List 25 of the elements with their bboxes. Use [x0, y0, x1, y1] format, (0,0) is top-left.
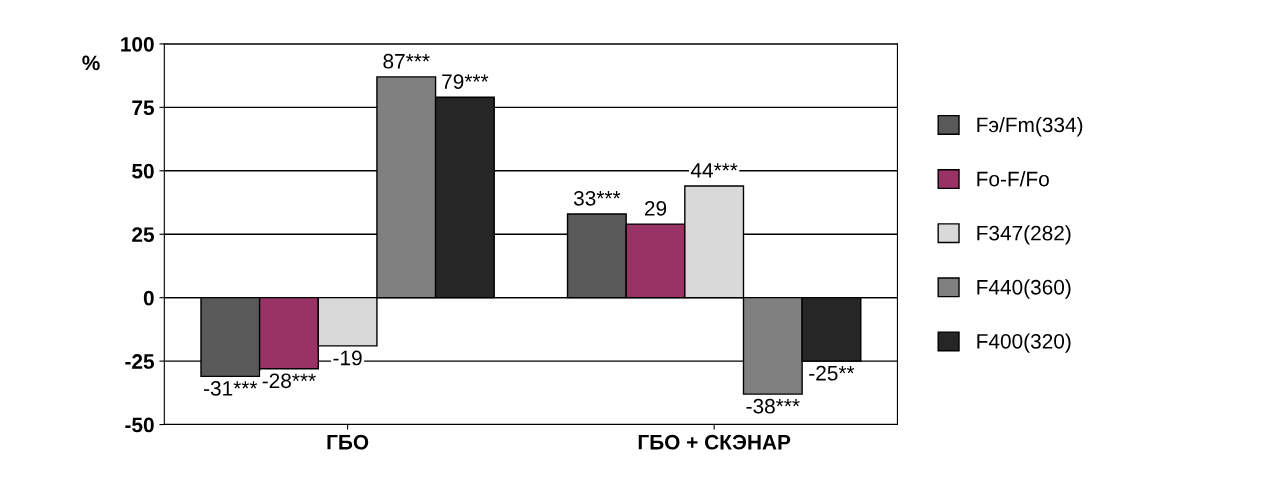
- y-tick-label: 25: [132, 227, 155, 242]
- data-label: -38***: [746, 398, 800, 414]
- y-tick-label: 100: [121, 36, 154, 52]
- data-label: -31***: [204, 381, 258, 396]
- data-label: -19: [333, 350, 362, 366]
- y-axis-title: %: [82, 55, 100, 71]
- data-label: 33***: [573, 190, 621, 206]
- legend-label: F400(320): [977, 333, 1071, 353]
- data-label: -25**: [809, 365, 855, 381]
- legend-label: F440(360): [977, 279, 1071, 299]
- y-tick-label: 75: [132, 100, 155, 116]
- y-tick-label: 0: [143, 290, 154, 306]
- data-label: -28***: [262, 373, 316, 389]
- legend-label: Fo-F/Fo: [977, 171, 1049, 187]
- x-tick-label: ГБО + СКЭНАР: [638, 434, 791, 450]
- legend-label: Fэ/Fm(334): [977, 116, 1083, 137]
- y-tick-label: -50: [125, 417, 154, 433]
- data-label: 87***: [383, 53, 430, 69]
- legend-label: F347(282): [977, 225, 1071, 245]
- y-tick-label: 50: [132, 163, 154, 179]
- x-tick-label: ГБО: [327, 434, 369, 450]
- data-label: 29: [644, 201, 667, 216]
- data-label: 79***: [442, 74, 489, 89]
- data-label: 44***: [690, 163, 738, 178]
- y-tick-label: -25: [125, 354, 155, 369]
